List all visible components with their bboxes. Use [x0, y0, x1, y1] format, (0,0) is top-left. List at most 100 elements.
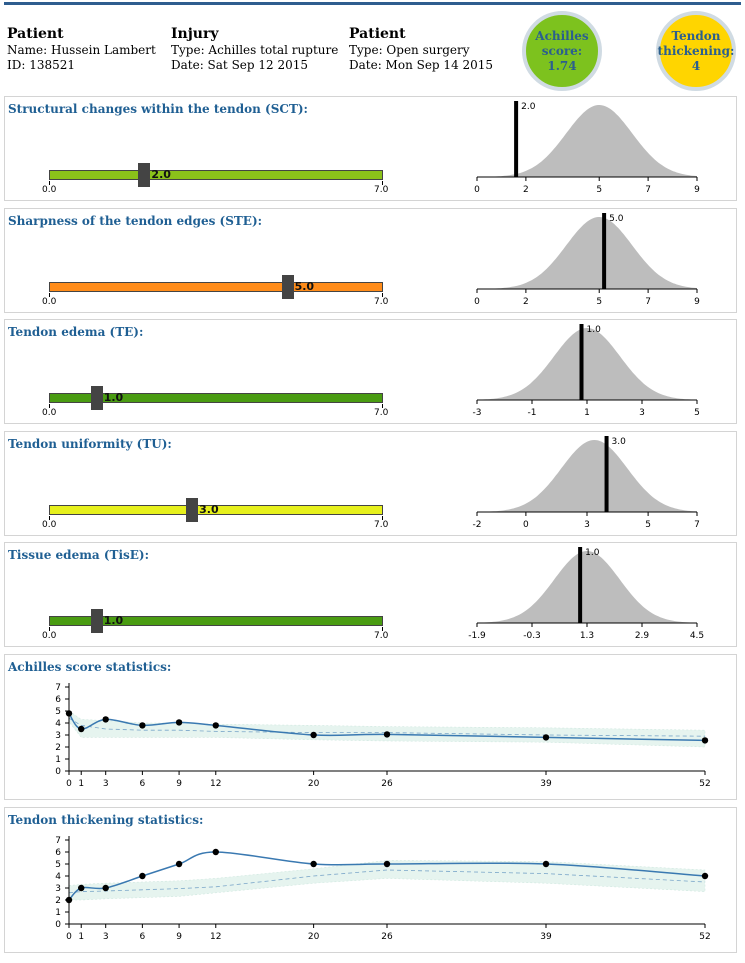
scale-max-label: 7.0	[374, 631, 389, 641]
distribution-tick-label: 7	[645, 185, 651, 195]
data-point[interactable]	[139, 872, 146, 880]
tendon-thickening-badge: Tendon thickening: 4	[656, 11, 736, 91]
x-tick-label: 0	[66, 779, 72, 789]
distribution-tick-label: 2	[523, 185, 529, 195]
distribution-tick-label: 0	[474, 297, 480, 307]
scale-slider-handle[interactable]	[138, 163, 151, 187]
scale-panel: Sharpness of the tendon edges (STE): 5.0…	[4, 208, 737, 313]
distribution-tick-label: 7	[694, 520, 700, 530]
distribution-tick-label: 1	[584, 408, 590, 418]
distribution-plot: 0 2 5 7 9 5.0	[474, 213, 700, 307]
distribution-tick-label: 1.3	[580, 631, 594, 641]
scale-value-label: 3.0	[199, 503, 219, 516]
scale-panel: Structural changes within the tendon (SC…	[4, 96, 737, 201]
patient-id: ID: 138521	[7, 58, 76, 72]
scale-slider-handle[interactable]	[90, 386, 103, 410]
y-tick-label: 3	[55, 884, 61, 894]
data-point[interactable]	[175, 719, 183, 726]
scale-min-label: 0.0	[42, 297, 57, 307]
achilles-badge-line2: score:	[541, 43, 583, 58]
x-tick-label: 12	[210, 932, 221, 942]
distribution-tick-label: -3	[473, 408, 482, 418]
patient-marker-label: 2.0	[521, 102, 536, 112]
distribution-tick-label: -0.3	[523, 631, 541, 641]
y-tick-label: 3	[55, 731, 61, 741]
chart-title: Tendon thickening statistics:	[8, 813, 204, 827]
data-point[interactable]	[701, 872, 709, 880]
y-tick-label: 2	[55, 896, 61, 906]
distribution-tick-label: 7	[645, 297, 651, 307]
x-tick-label: 3	[103, 779, 109, 789]
scale-slider-track[interactable]	[49, 616, 383, 626]
scale-max-tick	[382, 516, 383, 520]
distribution-curve	[477, 328, 697, 400]
scale-value-label: 5.0	[294, 280, 315, 293]
scale-title: Tissue edema (TisE):	[8, 548, 150, 562]
data-point[interactable]	[310, 731, 317, 739]
data-point[interactable]	[102, 716, 109, 723]
data-point[interactable]	[78, 884, 85, 892]
injury-date: Date: Sat Sep 12 2015	[171, 58, 309, 72]
data-point[interactable]	[65, 710, 73, 717]
data-point[interactable]	[212, 722, 219, 729]
distribution-tick-label: 9	[694, 185, 700, 195]
patient-marker-label: 3.0	[612, 437, 627, 447]
patient-heading: Patient	[7, 26, 64, 42]
data-point[interactable]	[78, 725, 85, 733]
data-point[interactable]	[542, 860, 550, 868]
distribution-plot: -3 -1 1 3 5 1.0	[473, 324, 700, 418]
y-tick-label: 0	[55, 920, 61, 930]
treatment-info: Patient Type: Open surgery Date: Mon Sep…	[349, 26, 493, 73]
scale-slider-track[interactable]	[49, 505, 383, 515]
scale-slider-handle[interactable]	[281, 275, 294, 299]
distribution-curve	[477, 440, 697, 512]
y-tick-label: 7	[55, 683, 61, 693]
y-tick-label: 6	[55, 695, 61, 705]
data-point[interactable]	[212, 848, 219, 856]
data-point[interactable]	[310, 860, 317, 868]
data-point[interactable]	[65, 896, 73, 904]
scale-slider-track[interactable]	[49, 282, 383, 292]
data-point[interactable]	[542, 734, 550, 741]
scale-panel: Tissue edema (TisE): 1.0 0.0 7.0 -1.9 -0.…	[4, 542, 737, 647]
y-tick-label: 2	[55, 743, 61, 753]
data-point[interactable]	[383, 731, 391, 738]
data-point[interactable]	[383, 860, 391, 868]
scale-min-tick	[49, 181, 50, 185]
data-point[interactable]	[102, 884, 109, 892]
series-line	[68, 851, 706, 901]
data-point[interactable]	[175, 860, 183, 868]
data-point[interactable]	[139, 722, 146, 729]
scale-panel: Tendon edema (TE): 1.0 0.0 7.0 -3 -1 1 3 5 1.…	[4, 319, 737, 424]
distribution-curve	[477, 105, 697, 177]
y-tick-label: 5	[55, 707, 61, 717]
data-point[interactable]	[701, 737, 709, 744]
x-tick-label: 6	[140, 932, 146, 942]
scale-slider-handle[interactable]	[186, 498, 199, 522]
distribution-tick-label: 2	[523, 297, 529, 307]
y-tick-label: 4	[55, 872, 61, 882]
patient-marker-label: 1.0	[585, 548, 600, 558]
distribution-tick-label: 3	[639, 408, 645, 418]
scale-slider-track[interactable]	[49, 170, 383, 180]
x-tick-label: 9	[176, 779, 182, 789]
achilles-score-badge: Achilles score: 1.74	[522, 11, 602, 91]
scale-min-tick	[49, 627, 50, 631]
distribution-curve	[477, 551, 697, 623]
scale-max-label: 7.0	[374, 408, 389, 418]
scale-slider-handle[interactable]	[90, 609, 103, 633]
x-tick-label: 52	[699, 779, 710, 789]
distribution-tick-label: -1	[528, 408, 537, 418]
patient-marker-label: 1.0	[587, 325, 602, 335]
x-tick-label: 39	[540, 779, 552, 789]
distribution-tick-label: 0	[474, 185, 480, 195]
scale-slider-track[interactable]	[49, 393, 383, 403]
thickening-badge-line1: Tendon	[671, 28, 721, 43]
x-tick-label: 9	[176, 932, 182, 942]
scale-min-tick	[49, 293, 50, 297]
x-tick-label: 6	[140, 779, 146, 789]
scale-value-label: 1.0	[103, 391, 124, 404]
x-tick-label: 3	[103, 932, 109, 942]
